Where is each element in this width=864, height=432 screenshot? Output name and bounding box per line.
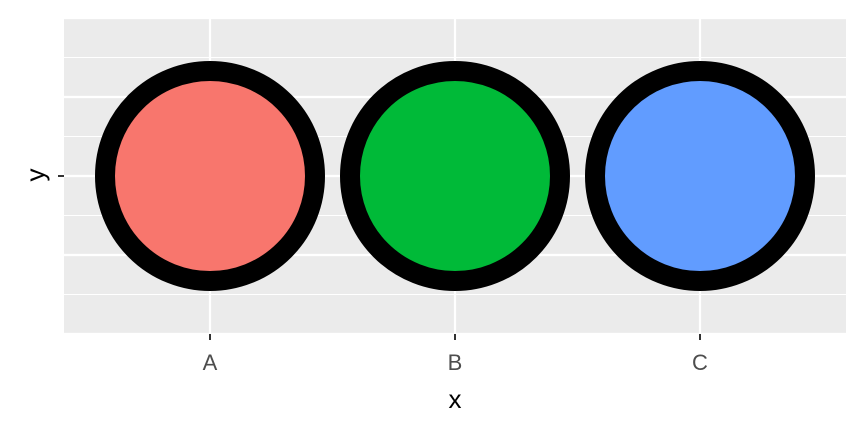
x-tick-label-B: B	[448, 350, 463, 375]
x-axis-label: x	[449, 384, 462, 414]
point-B	[340, 61, 570, 291]
x-tick-labels: A B C	[203, 350, 708, 375]
x-tick-label-C: C	[692, 350, 708, 375]
x-tick-label-A: A	[203, 350, 218, 375]
point-A	[95, 61, 325, 291]
point-C	[585, 61, 815, 291]
points	[95, 61, 815, 291]
y-axis-label: y	[20, 169, 50, 182]
axis-ticks	[58, 175, 701, 340]
